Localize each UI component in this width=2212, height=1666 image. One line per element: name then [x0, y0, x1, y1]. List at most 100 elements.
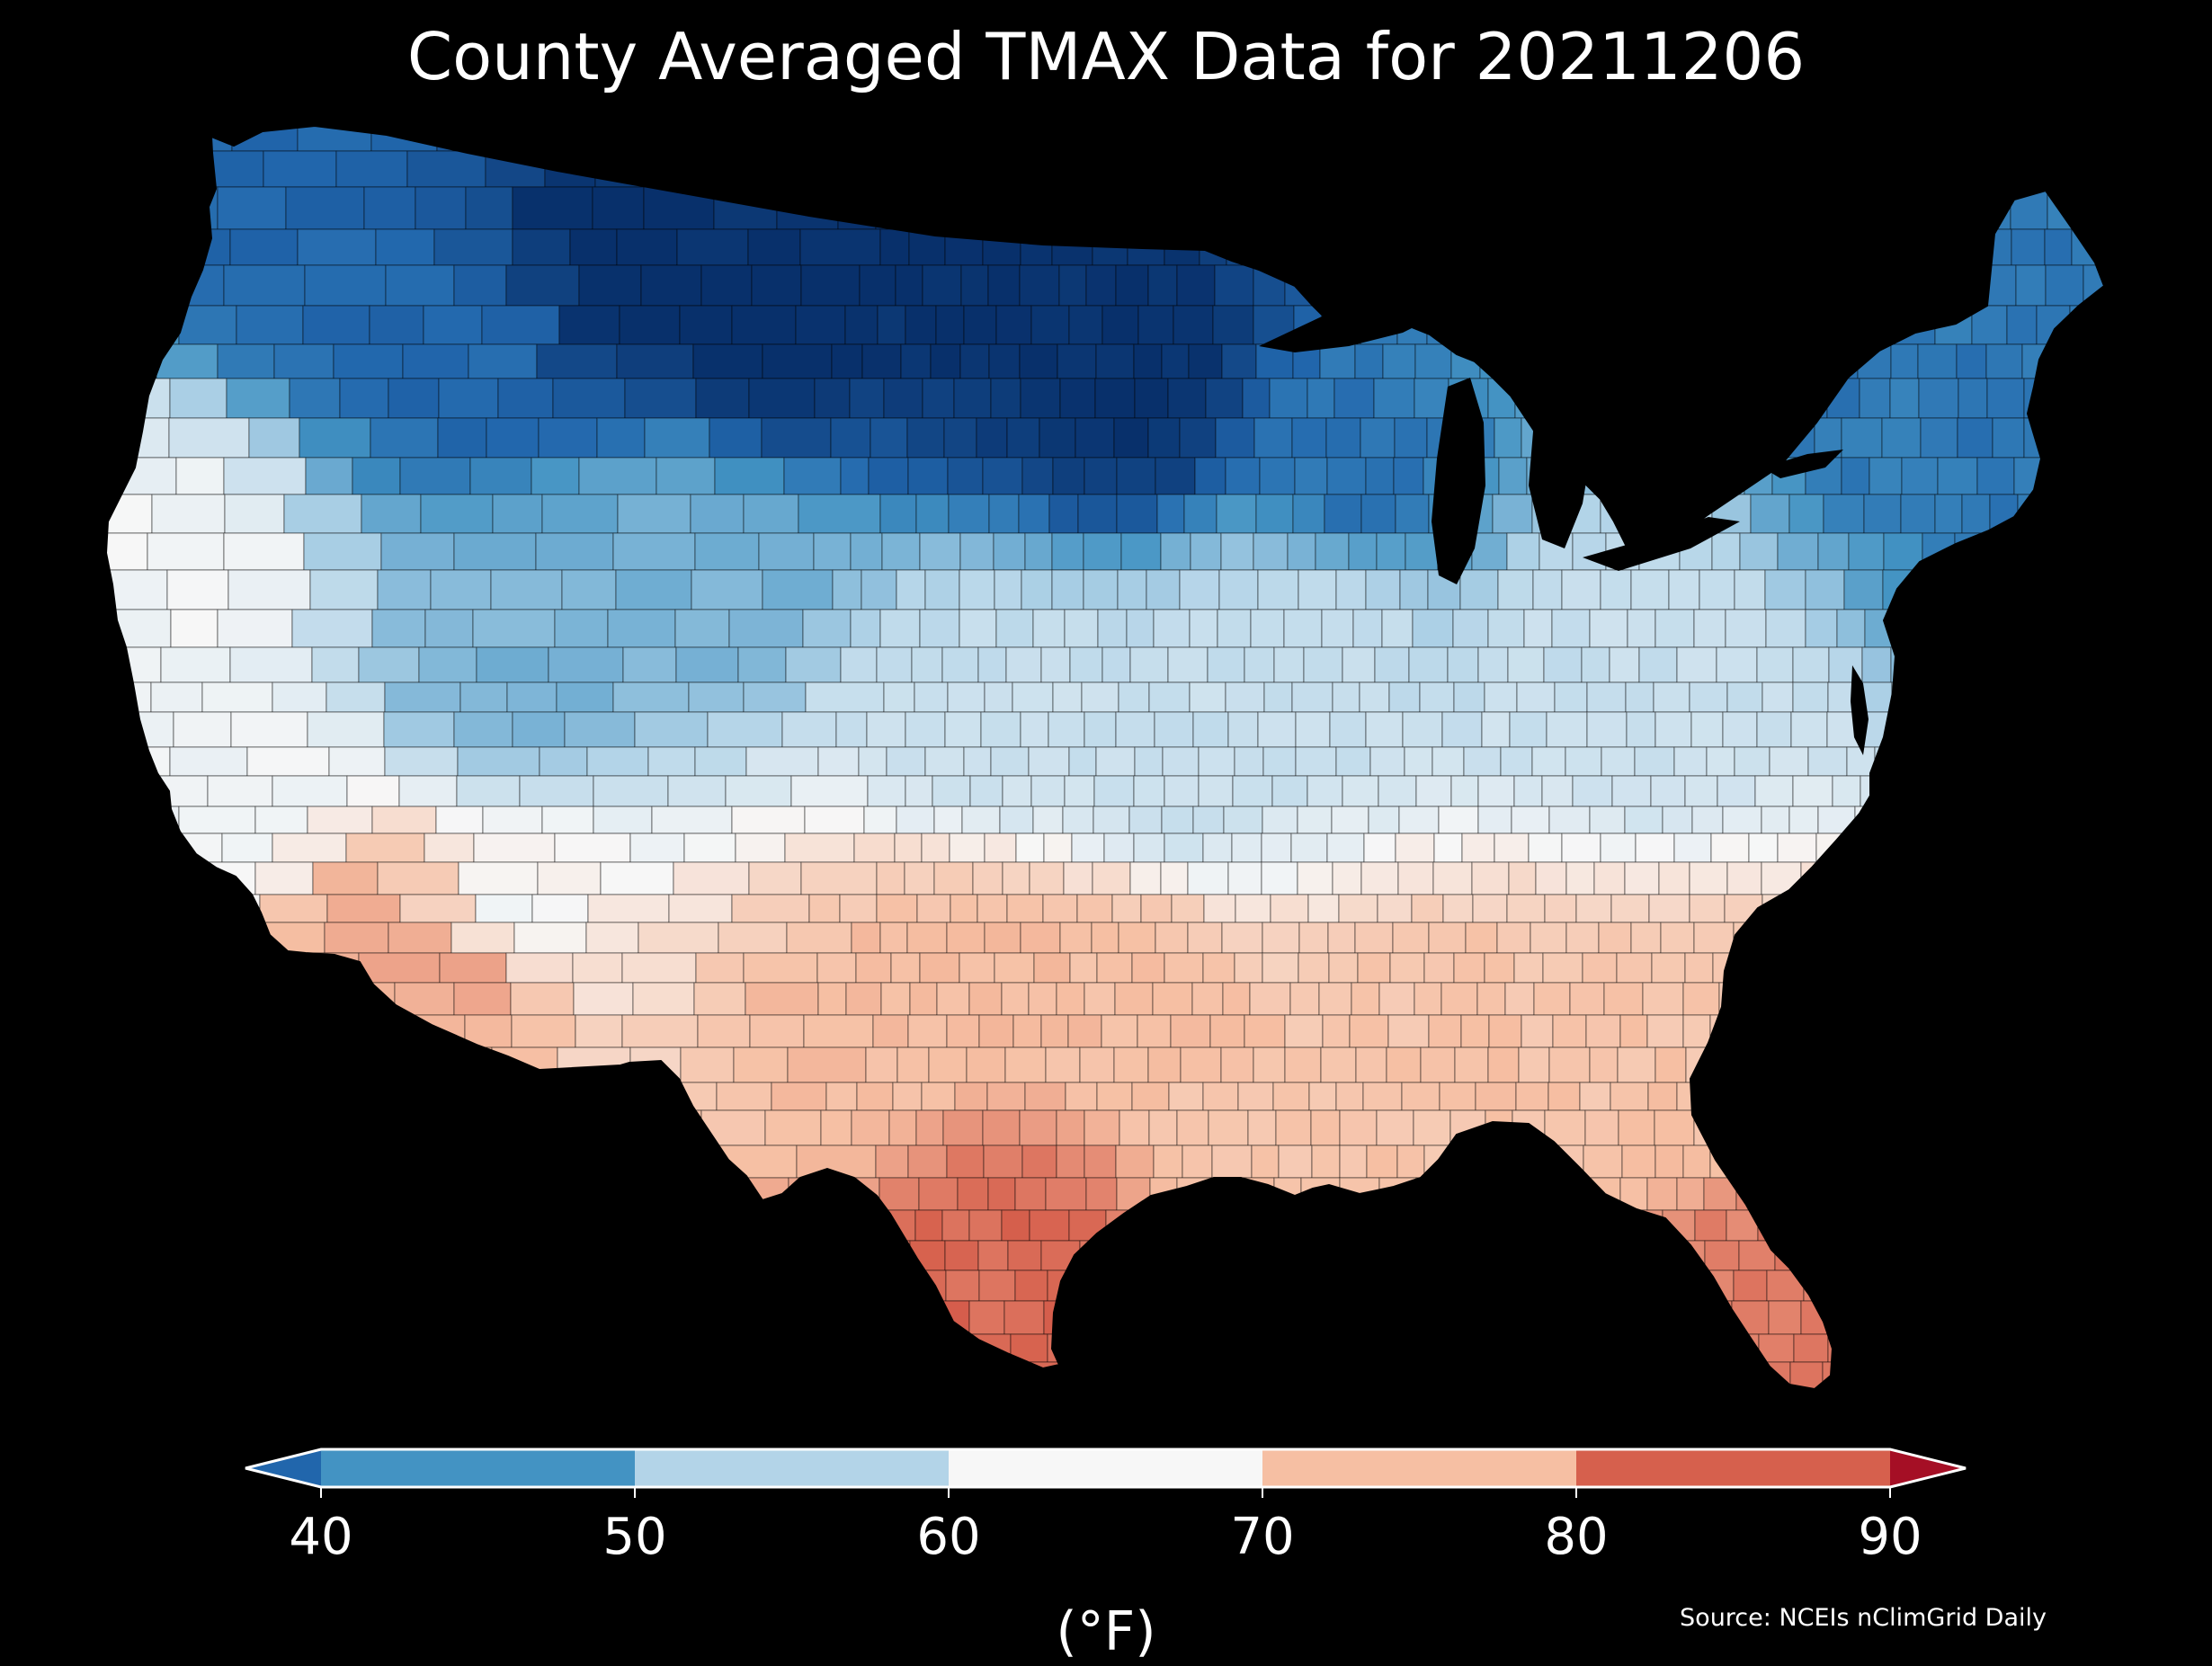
county: [1253, 417, 1293, 459]
county: [1032, 609, 1066, 648]
county: [1404, 746, 1433, 777]
county: [1108, 186, 1146, 230]
county: [977, 1240, 1009, 1271]
county: [1920, 417, 1958, 459]
county: [291, 952, 360, 984]
county: [2030, 1082, 2071, 1111]
county: [978, 1014, 1014, 1048]
county: [1056, 982, 1085, 1016]
county: [743, 494, 799, 534]
county: [1479, 1145, 1509, 1179]
county: [709, 417, 763, 459]
county: [2002, 1177, 2034, 1211]
county: [1530, 1240, 1558, 1271]
county: [230, 711, 308, 748]
county: [1459, 569, 1499, 610]
county: [935, 305, 965, 345]
county: [1778, 126, 1819, 152]
county: [106, 1209, 163, 1242]
county: [2097, 1240, 2104, 1271]
county: [1273, 646, 1305, 683]
county: [1625, 682, 1655, 713]
county: [634, 1209, 710, 1242]
county: [1888, 1333, 1927, 1363]
county: [1511, 126, 1546, 152]
county: [1040, 646, 1071, 683]
county: [1414, 343, 1452, 379]
county: [1123, 126, 1164, 152]
county: [1429, 264, 1469, 307]
county: [1555, 1300, 1592, 1335]
county: [1064, 609, 1099, 648]
county: [1188, 343, 1223, 379]
county: [1958, 833, 1991, 863]
county: [541, 806, 594, 834]
county: [1544, 126, 1582, 152]
county: [1717, 775, 1756, 807]
county: [1690, 1391, 1728, 1424]
county: [146, 1240, 204, 1271]
county: [1126, 609, 1155, 648]
county: [2088, 378, 2104, 419]
county: [1689, 682, 1728, 713]
county: [1450, 775, 1479, 807]
county: [290, 1047, 369, 1083]
county: [1563, 1391, 1593, 1424]
county: [921, 833, 950, 863]
county: [2047, 186, 2082, 230]
county: [1655, 1145, 1684, 1179]
county: [578, 1270, 656, 1302]
county: [410, 1082, 486, 1111]
county: [1287, 1333, 1316, 1363]
county: [438, 378, 499, 419]
county: [930, 1361, 964, 1389]
county: [2006, 305, 2038, 345]
county: [1471, 532, 1508, 571]
county: [1387, 1014, 1430, 1048]
county: [593, 775, 669, 807]
county: [1173, 305, 1214, 345]
county: [385, 1391, 456, 1424]
county: [223, 532, 305, 571]
county: [1518, 1047, 1550, 1083]
county: [1628, 1361, 1669, 1389]
county: [1189, 609, 1218, 648]
county: [1805, 609, 1838, 648]
county: [984, 922, 1021, 954]
county: [1081, 1333, 1122, 1363]
county: [1965, 1014, 1994, 1048]
county: [537, 861, 602, 895]
county: [1101, 1014, 1138, 1048]
county: [2072, 775, 2104, 807]
county: [968, 1300, 1005, 1335]
county: [1693, 609, 1726, 648]
county: [631, 1333, 713, 1363]
county: [978, 1270, 1016, 1302]
county: [1411, 894, 1444, 923]
county: [1494, 833, 1530, 863]
county: [1713, 150, 1748, 188]
colorbar-bin-60-70: [949, 1449, 1262, 1487]
county: [516, 1391, 571, 1424]
county: [1322, 1361, 1355, 1389]
county: [1089, 126, 1125, 152]
county: [1482, 1300, 1521, 1335]
county: [1202, 1082, 1239, 1111]
county: [1965, 682, 2004, 713]
county: [1779, 150, 1817, 188]
county: [2109, 647, 2148, 682]
county: [531, 457, 580, 495]
county: [423, 305, 483, 345]
county: [1521, 1014, 1554, 1048]
county: [865, 1047, 898, 1083]
county: [1663, 1270, 1702, 1302]
county: [2023, 417, 2059, 459]
county: [505, 952, 574, 984]
county: [2052, 150, 2082, 188]
county: [1397, 861, 1434, 895]
county: [1471, 861, 1510, 895]
county: [1242, 1361, 1284, 1389]
county: [1792, 682, 1829, 713]
county: [936, 982, 970, 1016]
county: [814, 378, 851, 419]
